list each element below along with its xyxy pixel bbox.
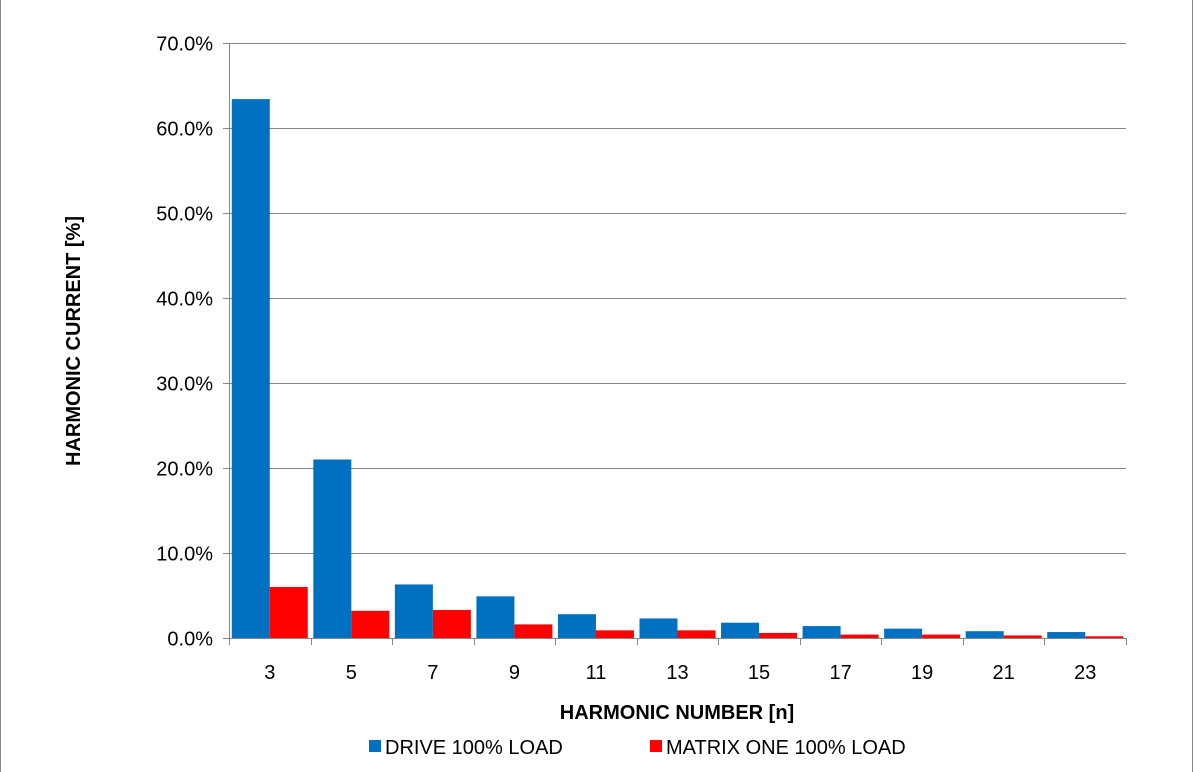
x-tick-label: 15 — [748, 662, 770, 684]
bar-matrix-one — [432, 609, 471, 638]
bar-drive — [476, 596, 515, 638]
bar-drive — [1047, 632, 1086, 638]
y-tick-label: 20.0% — [156, 459, 213, 481]
x-tick-label: 9 — [509, 662, 520, 684]
x-tick-label: 19 — [911, 662, 933, 684]
y-tick-label: 0.0% — [167, 629, 213, 651]
x-tick-label: 23 — [1074, 662, 1096, 684]
bar-matrix-one — [351, 610, 390, 638]
bar-matrix-one — [840, 634, 879, 638]
y-tick-label: 40.0% — [156, 289, 213, 311]
x-tick-label: 5 — [346, 662, 357, 684]
axes: 0.0% 10.0% 20.0% 30.0% 40.0% 50.0% 60.0% 70.0% 3… — [156, 34, 1127, 684]
y-tick-label: 10.0% — [156, 544, 213, 566]
x-tick-label: 11 — [586, 662, 607, 684]
bars — [231, 99, 1124, 639]
legend: DRIVE 100% LOAD MATRIX ONE 100% LOAD — [369, 737, 906, 759]
bar-matrix-one — [1085, 636, 1124, 638]
bar-matrix-one — [514, 624, 553, 638]
bar-matrix-one — [759, 632, 798, 638]
x-tick-label: 7 — [427, 662, 438, 684]
bar-drive — [394, 584, 433, 638]
bar-drive — [884, 628, 923, 638]
bar-drive — [802, 626, 841, 638]
y-tick-label: 30.0% — [156, 374, 213, 396]
bar-matrix-one — [677, 630, 716, 638]
legend-label-drive: DRIVE 100% LOAD — [385, 737, 563, 759]
bar-matrix-one — [1003, 635, 1042, 638]
bar-drive — [965, 631, 1004, 638]
x-axis-title: HARMONIC NUMBER [n] — [560, 702, 794, 724]
x-tick-label: 13 — [666, 662, 688, 684]
y-tick-label: 50.0% — [156, 204, 213, 226]
bar-drive — [313, 459, 352, 638]
legend-swatch-matrix-one — [650, 740, 662, 752]
bar-drive — [639, 618, 678, 638]
bar-matrix-one — [922, 634, 961, 638]
y-tick-label: 70.0% — [156, 34, 213, 56]
x-tick-label: 3 — [264, 662, 275, 684]
x-tick-label: 17 — [829, 662, 851, 684]
bar-drive — [557, 614, 596, 638]
bar-matrix-one — [595, 630, 634, 638]
legend-label-matrix-one: MATRIX ONE 100% LOAD — [666, 737, 906, 759]
gridlines — [229, 43, 1126, 554]
bar-matrix-one — [269, 587, 308, 638]
bar-drive — [721, 622, 760, 638]
x-tick-label: 21 — [993, 662, 1015, 684]
y-tick-label: 60.0% — [156, 119, 213, 141]
y-axis-title: HARMONIC CURRENT [%] — [63, 216, 85, 466]
bar-drive — [231, 99, 270, 639]
legend-swatch-drive — [369, 740, 381, 752]
